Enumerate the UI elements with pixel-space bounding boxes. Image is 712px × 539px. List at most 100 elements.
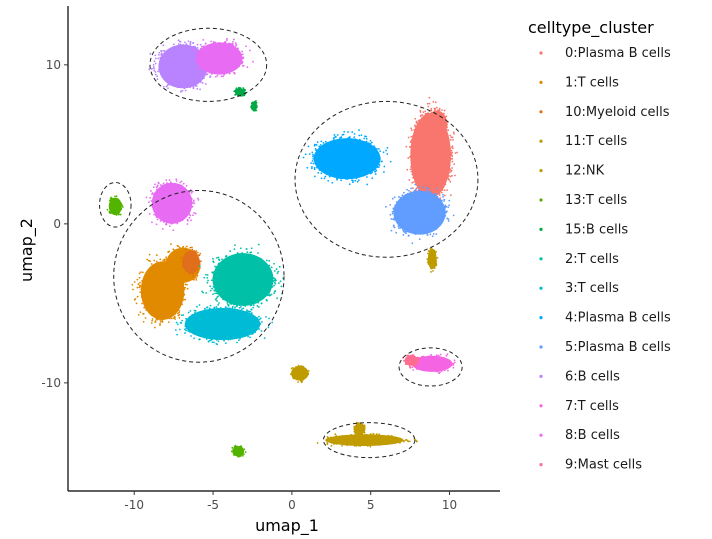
point: [300, 379, 303, 382]
point: [187, 278, 189, 281]
point: [224, 342, 227, 345]
point: [179, 281, 182, 284]
point: [254, 256, 257, 259]
point: [184, 279, 187, 282]
point: [232, 45, 235, 48]
point: [224, 40, 227, 43]
point: [221, 258, 223, 261]
legend-key: [539, 257, 543, 261]
point: [355, 138, 358, 141]
point: [447, 147, 450, 150]
point: [117, 198, 120, 201]
point: [187, 248, 190, 251]
point: [110, 196, 112, 199]
point: [141, 290, 144, 293]
point: [445, 128, 448, 131]
point: [206, 276, 209, 279]
point: [406, 188, 408, 191]
point: [166, 272, 168, 275]
point: [444, 210, 447, 213]
point: [252, 60, 254, 63]
point: [275, 268, 278, 270]
point: [375, 163, 378, 166]
point: [163, 266, 166, 269]
point: [334, 136, 337, 138]
point: [210, 336, 213, 339]
point: [214, 75, 217, 78]
point: [423, 192, 426, 195]
point: [449, 157, 452, 160]
point: [354, 444, 356, 447]
point: [242, 453, 245, 456]
point: [266, 292, 269, 295]
point: [412, 144, 414, 147]
point: [193, 277, 196, 279]
point: [426, 114, 429, 117]
point: [253, 101, 256, 103]
point: [393, 196, 396, 199]
point: [413, 190, 415, 193]
point: [215, 286, 218, 289]
point: [159, 220, 162, 222]
point: [404, 439, 407, 442]
point: [271, 286, 274, 288]
point: [223, 309, 226, 311]
point: [161, 321, 164, 323]
point: [195, 268, 198, 270]
point: [233, 248, 236, 251]
point: [264, 295, 267, 298]
point: [378, 433, 381, 436]
point: [383, 171, 385, 173]
point: [202, 76, 205, 79]
point: [142, 312, 145, 315]
point: [312, 162, 315, 165]
point: [238, 306, 241, 309]
point: [166, 51, 168, 54]
point: [353, 428, 356, 431]
point: [215, 268, 218, 270]
point: [185, 323, 188, 325]
point: [230, 337, 233, 339]
point: [120, 202, 123, 205]
point: [174, 221, 177, 224]
point: [313, 166, 316, 169]
point: [222, 298, 225, 301]
point: [422, 231, 425, 234]
point: [424, 116, 427, 118]
point: [446, 135, 449, 137]
point: [182, 282, 185, 285]
point: [238, 65, 241, 68]
point: [241, 447, 244, 450]
point: [443, 200, 445, 202]
point: [410, 156, 413, 159]
point: [220, 295, 223, 298]
point: [217, 265, 220, 268]
point: [273, 270, 276, 272]
point: [193, 337, 196, 340]
point: [290, 367, 293, 370]
point: [196, 312, 198, 315]
y-axis-ticks: -10 0 10: [41, 58, 68, 390]
point: [324, 175, 327, 178]
point: [327, 142, 329, 144]
point: [452, 214, 455, 217]
point: [402, 195, 405, 198]
cluster-core: [393, 190, 446, 235]
point: [223, 338, 226, 341]
point: [210, 279, 213, 282]
point: [435, 106, 438, 109]
point: [192, 86, 195, 89]
point: [254, 322, 257, 324]
point: [212, 308, 214, 311]
point: [249, 49, 251, 52]
point: [426, 258, 429, 261]
point: [352, 179, 354, 182]
point: [389, 203, 392, 206]
point: [357, 436, 360, 439]
point: [261, 295, 263, 298]
point: [160, 69, 163, 71]
point: [313, 156, 316, 158]
point: [185, 46, 187, 49]
point: [249, 336, 251, 339]
point: [424, 110, 427, 113]
